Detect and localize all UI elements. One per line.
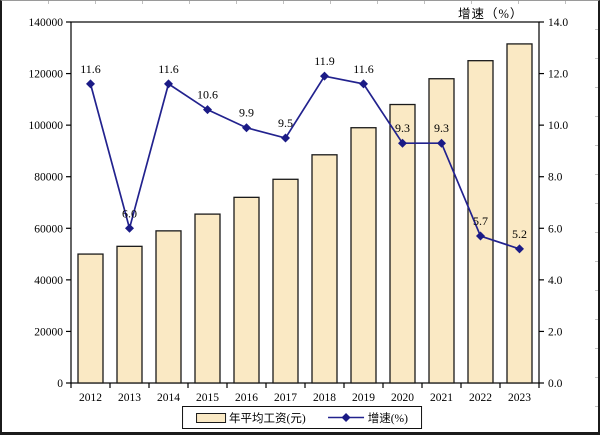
marker-2013 bbox=[125, 223, 134, 233]
marker-2014 bbox=[164, 79, 173, 89]
right-axis-tick-label: 0.0 bbox=[548, 378, 563, 390]
marker-2012 bbox=[86, 79, 95, 89]
left-axis-tick-label: 20000 bbox=[34, 326, 63, 338]
marker-2015 bbox=[203, 105, 212, 115]
data-label-2021: 9.3 bbox=[434, 121, 449, 135]
bar-swatch-icon bbox=[196, 412, 227, 423]
bar-2020 bbox=[389, 103, 416, 384]
data-label-2016: 9.9 bbox=[239, 106, 254, 120]
marker-2020 bbox=[398, 138, 407, 148]
data-label-2020: 9.3 bbox=[395, 121, 410, 135]
left-axis-tick-label: 0 bbox=[57, 378, 63, 390]
right-axis-tick-label: 12.0 bbox=[548, 69, 568, 81]
right-axis-title: 增速（%） bbox=[458, 7, 524, 21]
marker-2019 bbox=[359, 79, 368, 89]
data-label-2014: 11.6 bbox=[158, 62, 179, 76]
bar-2016 bbox=[233, 196, 260, 384]
legend-label-growth-rate: 增速(%) bbox=[367, 412, 408, 425]
left-axis-tick-label: 60000 bbox=[34, 223, 63, 235]
data-label-2018: 11.9 bbox=[314, 54, 335, 68]
data-label-2022: 5.7 bbox=[473, 214, 488, 228]
data-label-2015: 10.6 bbox=[197, 88, 218, 102]
data-label-2019: 11.6 bbox=[353, 62, 374, 76]
bar-2013 bbox=[116, 245, 143, 384]
data-label-2012: 11.6 bbox=[80, 62, 101, 76]
x-axis-label-2019: 2019 bbox=[352, 392, 375, 404]
bar-2023 bbox=[506, 43, 533, 384]
x-axis-label-2016: 2016 bbox=[235, 392, 258, 404]
left-axis-tick-label: 40000 bbox=[34, 275, 63, 287]
bar-2019 bbox=[350, 127, 377, 384]
data-label-2013: 6.0 bbox=[122, 206, 137, 220]
marker-2016 bbox=[242, 123, 251, 133]
bar-2021 bbox=[428, 78, 455, 384]
marker-2022 bbox=[476, 231, 485, 241]
marker-2017 bbox=[281, 133, 290, 143]
plot-area bbox=[70, 21, 540, 384]
bar-2015 bbox=[194, 213, 221, 384]
right-axis-tick-label: 2.0 bbox=[548, 326, 563, 338]
x-axis-label-2023: 2023 bbox=[508, 392, 531, 404]
line-marker-swatch-icon bbox=[327, 413, 364, 422]
legend-item-average-wage: 年平均工资(元) bbox=[196, 410, 306, 426]
bar-2014 bbox=[155, 230, 182, 384]
bar-2018 bbox=[311, 154, 338, 384]
right-axis-tick-label: 10.0 bbox=[548, 120, 568, 132]
chart-legend: 年平均工资(元) 增速(%) bbox=[182, 406, 422, 429]
data-label-2017: 9.5 bbox=[278, 116, 293, 130]
marker-2021 bbox=[437, 138, 446, 148]
data-label-2023: 5.2 bbox=[512, 227, 527, 241]
x-axis-label-2014: 2014 bbox=[157, 392, 180, 404]
bar-2012 bbox=[77, 253, 104, 384]
bar-2017 bbox=[272, 178, 299, 384]
legend-item-growth-rate: 增速(%) bbox=[327, 410, 408, 426]
x-axis-label-2022: 2022 bbox=[469, 392, 492, 404]
x-axis-label-2020: 2020 bbox=[391, 392, 414, 404]
marker-2023 bbox=[515, 244, 524, 254]
left-axis-tick-label: 100000 bbox=[29, 120, 64, 132]
x-axis-label-2018: 2018 bbox=[313, 392, 336, 404]
right-axis-tick-label: 14.0 bbox=[548, 17, 568, 29]
right-axis-tick-label: 6.0 bbox=[548, 223, 563, 235]
x-axis-label-2012: 2012 bbox=[79, 392, 102, 404]
left-axis-tick-label: 120000 bbox=[29, 69, 64, 81]
left-axis-tick-label: 80000 bbox=[34, 172, 63, 184]
growth-line bbox=[89, 75, 520, 250]
left-axis-tick-label: 140000 bbox=[29, 17, 64, 29]
legend-label-average-wage: 年平均工资(元) bbox=[229, 412, 306, 425]
right-axis-tick-label: 4.0 bbox=[548, 275, 563, 287]
x-axis-label-2017: 2017 bbox=[274, 392, 297, 404]
marker-2018 bbox=[320, 71, 329, 81]
x-axis-label-2013: 2013 bbox=[118, 392, 141, 404]
bar-2022 bbox=[467, 60, 494, 384]
x-axis-label-2015: 2015 bbox=[196, 392, 219, 404]
right-axis-tick-label: 8.0 bbox=[548, 172, 563, 184]
x-axis-label-2021: 2021 bbox=[430, 392, 453, 404]
